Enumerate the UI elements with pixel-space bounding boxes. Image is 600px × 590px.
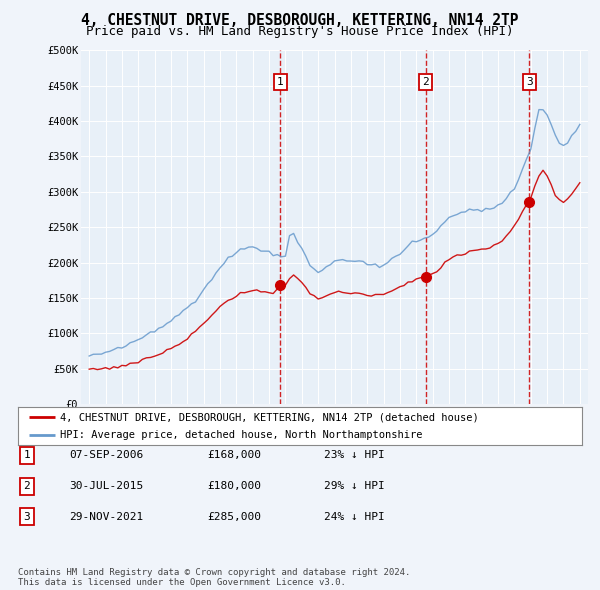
Text: 2: 2 bbox=[23, 481, 31, 491]
Text: 29% ↓ HPI: 29% ↓ HPI bbox=[324, 481, 385, 491]
Text: 07-SEP-2006: 07-SEP-2006 bbox=[69, 451, 143, 460]
Text: 23% ↓ HPI: 23% ↓ HPI bbox=[324, 451, 385, 460]
Text: 30-JUL-2015: 30-JUL-2015 bbox=[69, 481, 143, 491]
Text: 24% ↓ HPI: 24% ↓ HPI bbox=[324, 512, 385, 522]
Text: 3: 3 bbox=[526, 77, 533, 87]
Text: 1: 1 bbox=[23, 451, 31, 460]
Text: £180,000: £180,000 bbox=[207, 481, 261, 491]
Text: 29-NOV-2021: 29-NOV-2021 bbox=[69, 512, 143, 522]
Text: Price paid vs. HM Land Registry's House Price Index (HPI): Price paid vs. HM Land Registry's House … bbox=[86, 25, 514, 38]
Text: £285,000: £285,000 bbox=[207, 512, 261, 522]
Text: 3: 3 bbox=[23, 512, 31, 522]
Text: Contains HM Land Registry data © Crown copyright and database right 2024.
This d: Contains HM Land Registry data © Crown c… bbox=[18, 568, 410, 587]
Text: 4, CHESTNUT DRIVE, DESBOROUGH, KETTERING, NN14 2TP (detached house): 4, CHESTNUT DRIVE, DESBOROUGH, KETTERING… bbox=[60, 412, 479, 422]
Text: £168,000: £168,000 bbox=[207, 451, 261, 460]
Text: 1: 1 bbox=[277, 77, 284, 87]
Text: 2: 2 bbox=[422, 77, 429, 87]
Text: HPI: Average price, detached house, North Northamptonshire: HPI: Average price, detached house, Nort… bbox=[60, 430, 423, 440]
Text: 4, CHESTNUT DRIVE, DESBOROUGH, KETTERING, NN14 2TP: 4, CHESTNUT DRIVE, DESBOROUGH, KETTERING… bbox=[81, 13, 519, 28]
